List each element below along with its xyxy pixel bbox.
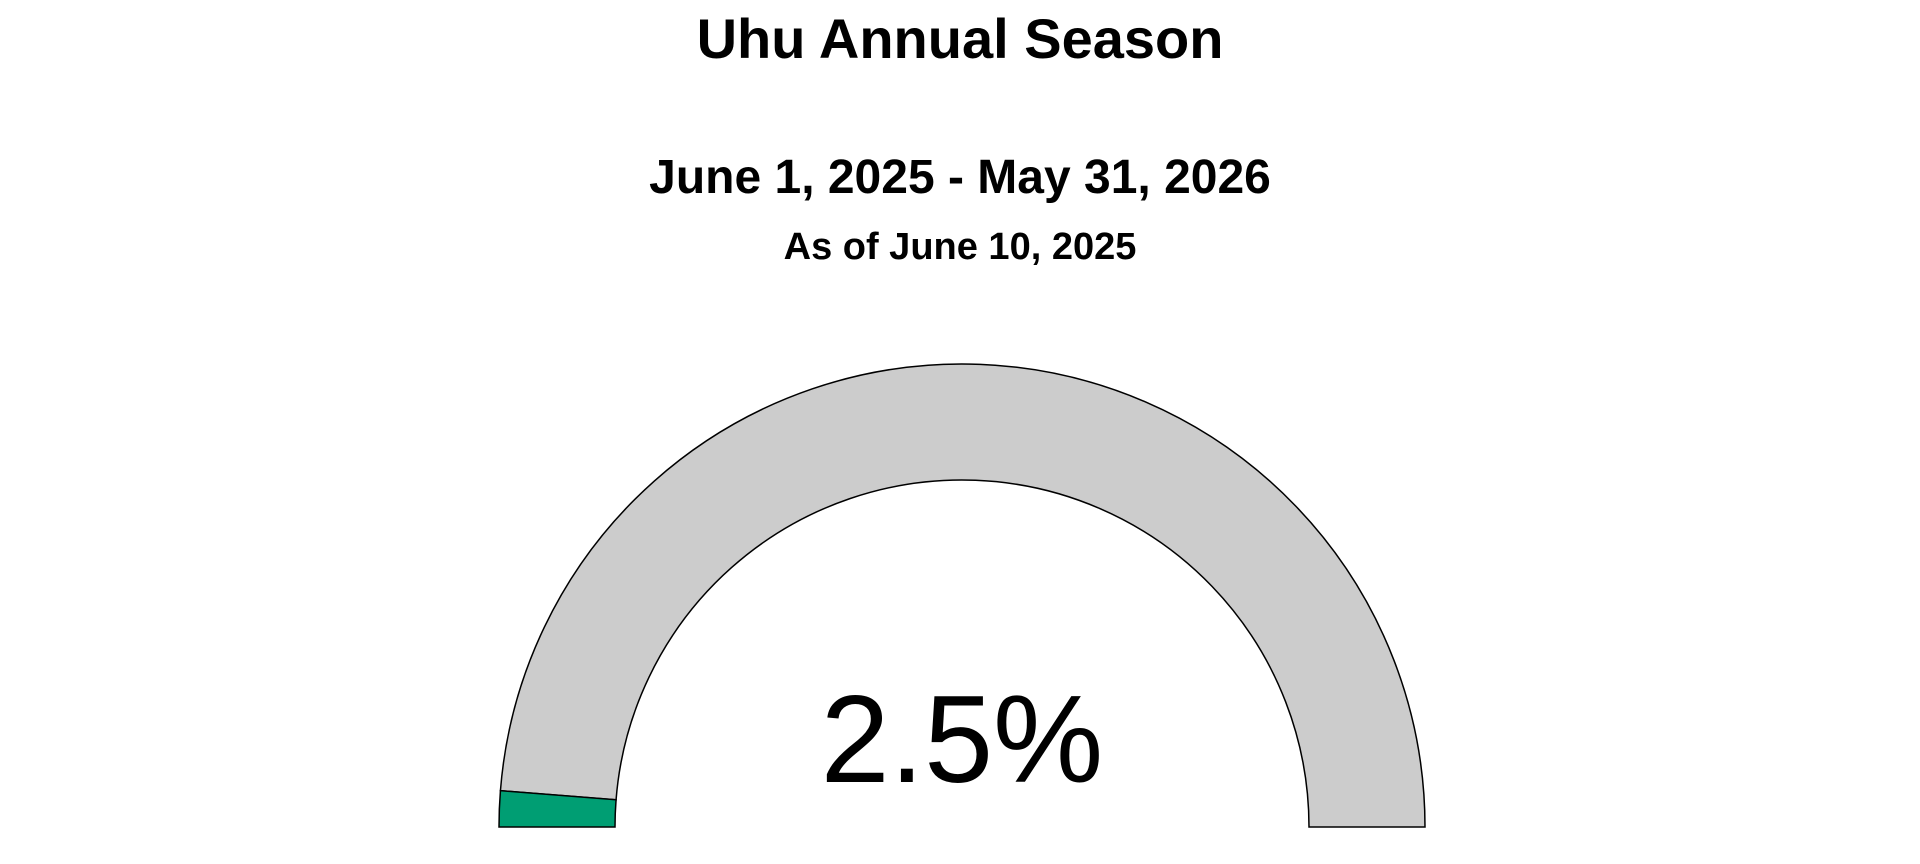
gauge-track bbox=[499, 363, 1426, 828]
gauge-fill bbox=[498, 789, 617, 828]
chart-subtitle: June 1, 2025 - May 31, 2026 bbox=[649, 151, 1271, 204]
chart-title: Uhu Annual Season bbox=[696, 7, 1224, 70]
gauge-value-label: 2.5% bbox=[821, 671, 1104, 809]
chart-caption: As of June 10, 2025 bbox=[783, 226, 1137, 268]
